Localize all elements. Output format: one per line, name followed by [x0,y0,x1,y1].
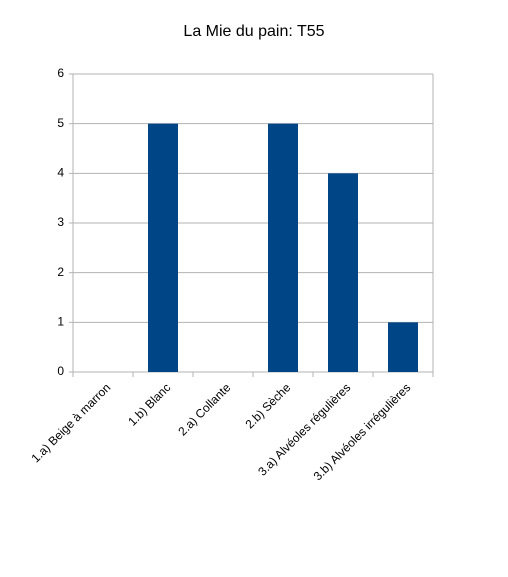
y-tick-label: 1 [57,315,64,329]
bar [388,322,418,372]
x-tick-label: 2.b) Sèche [242,380,293,431]
chart-title: La Mie du pain: T55 [183,23,324,40]
x-tick-label: 3.b) Alvéoles irrégulières [311,380,414,483]
y-tick-label: 4 [57,166,64,180]
y-tick-label: 2 [57,265,64,279]
x-tick-label: 2.a) Collante [175,380,233,438]
bar [328,173,358,372]
x-tick-label: 1.a) Beige à marron [28,380,113,465]
x-tick-label: 1.b) Blanc [125,380,173,428]
bar [268,123,298,373]
y-tick-label: 6 [57,66,64,80]
y-tick-label: 5 [57,116,64,130]
y-tick-label: 3 [57,215,64,229]
y-tick-label: 0 [57,364,64,378]
bar [148,123,178,373]
